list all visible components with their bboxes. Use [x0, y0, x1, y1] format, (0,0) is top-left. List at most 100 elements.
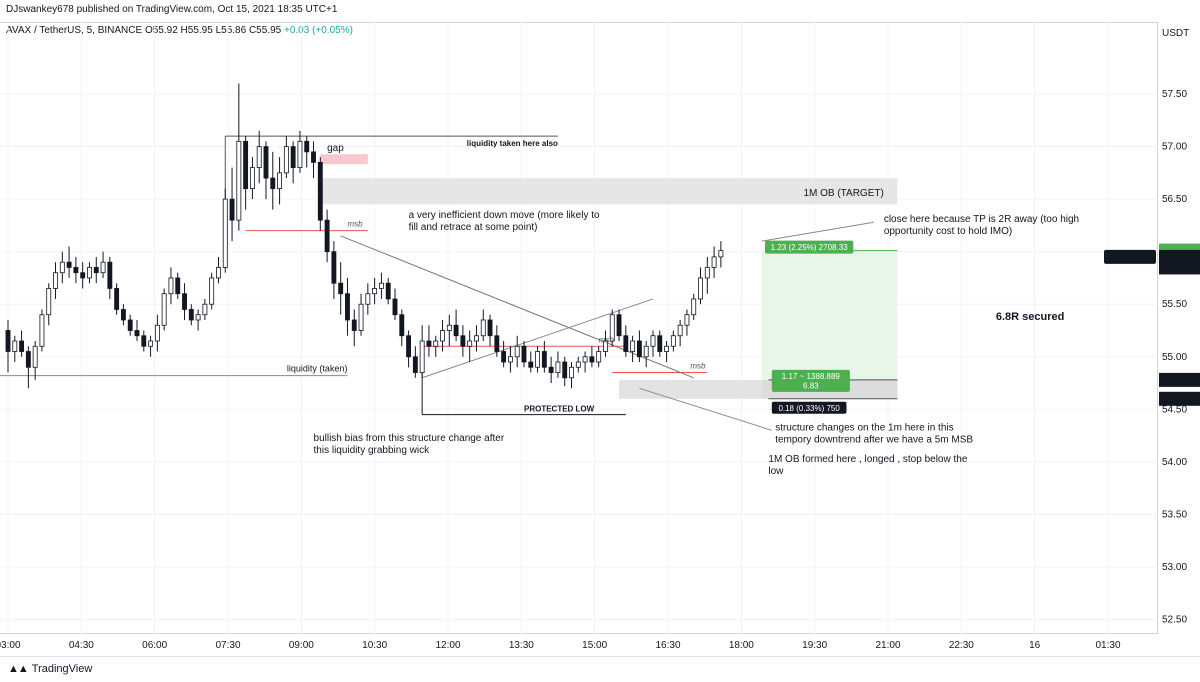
top-bar: DJswankey678 published on TradingView.co…	[0, 0, 1200, 22]
candle-body	[670, 335, 676, 347]
candle-body	[480, 319, 486, 337]
zones	[320, 154, 898, 399]
currency-label: USDT	[1162, 28, 1189, 39]
candle-body	[630, 340, 636, 352]
candle-body	[134, 330, 140, 337]
candle-body	[100, 261, 106, 274]
high-value: H55.95	[180, 25, 213, 36]
gap-zone	[320, 154, 368, 165]
candle-body	[277, 172, 283, 190]
candle-body	[311, 151, 316, 163]
candle-body	[426, 340, 432, 347]
candle-body	[148, 340, 154, 347]
candle-body	[704, 267, 710, 279]
candle-body	[698, 277, 703, 300]
x-tick-label: 19:30	[802, 640, 827, 651]
y-tick-label: 53.00	[1162, 562, 1187, 573]
axes: 52.5053.0053.5054.0054.5055.0055.5056.00…	[0, 28, 1200, 651]
candle-body	[433, 340, 439, 347]
x-tick-label: 06:00	[142, 640, 167, 651]
candle-body	[636, 340, 642, 358]
candle-body	[487, 319, 493, 337]
y-tick-label: 55.50	[1162, 299, 1187, 310]
close-note-line-2: opportunity cost to hold IMO)	[884, 226, 1012, 237]
price-tag-bg	[1159, 372, 1200, 387]
candle-body	[195, 314, 201, 321]
x-tick-label: 15:00	[582, 640, 607, 651]
entry-box-line-1: 1.17 ~ 1388.889	[782, 372, 841, 381]
candle-body	[141, 335, 147, 347]
candle-body	[25, 351, 31, 368]
y-tick-label: 57.50	[1162, 89, 1187, 100]
candle-body	[453, 324, 459, 337]
y-tick-label: 52.50	[1162, 614, 1187, 625]
candle-body	[66, 261, 72, 268]
candle-body	[684, 314, 690, 326]
candle-body	[582, 356, 588, 363]
secured-label: 6.8R secured	[996, 311, 1064, 323]
candle-body	[718, 250, 724, 258]
candle-body	[385, 282, 391, 300]
candle-body	[351, 319, 357, 331]
structure-line-2: tempory downtrend after we have a 5m MSB	[775, 434, 973, 445]
candle-body	[358, 303, 364, 331]
candle-body	[677, 324, 683, 337]
candle-body	[120, 309, 126, 321]
candlestick-chart[interactable]: liquidity taken here also gap 1M OB (TARGE…	[0, 0, 1200, 656]
candle-body	[412, 356, 418, 373]
symbol-info[interactable]: AVAX / TetherUS, 5, BINANCE	[6, 25, 143, 36]
candle-body	[59, 261, 65, 274]
tp-box-label: 1.23 (2.25%) 2708.33	[771, 243, 848, 252]
x-tick-label: 01:30	[1095, 640, 1120, 651]
candle-body	[19, 340, 25, 352]
price-tag-bg	[1159, 249, 1200, 264]
x-tick-label: 10:30	[362, 640, 387, 651]
candle-body	[188, 309, 194, 321]
candle-body	[406, 335, 412, 358]
protected-low-label: PROTECTED LOW	[524, 405, 595, 414]
symbol-info-row: AVAX / TetherUS, 5, BINANCE O55.92 H55.9…	[6, 25, 353, 36]
x-tick-label: 12:00	[435, 640, 460, 651]
x-tick-label: 22:30	[949, 640, 974, 651]
msb-left-label: msb	[347, 220, 363, 229]
candle-body	[399, 314, 405, 337]
candle-body	[243, 140, 249, 190]
msb-right-label: msb	[690, 362, 706, 371]
candle-body	[297, 140, 303, 168]
candle-body	[650, 335, 656, 347]
tradingview-logo[interactable]: ▲▲ TradingView	[8, 662, 92, 676]
candle-body	[562, 361, 568, 379]
candle-body	[507, 356, 513, 363]
candle-body	[494, 335, 500, 352]
gap-label: gap	[327, 143, 344, 154]
bias-arrow	[421, 298, 654, 379]
candle-body	[711, 256, 717, 268]
candle-body	[256, 146, 262, 168]
ob-target-label: 1M OB (TARGET)	[803, 188, 883, 199]
candle-body	[440, 330, 445, 342]
candles	[5, 83, 724, 389]
annotations: liquidity taken here also gap 1M OB (TARGE…	[287, 139, 1193, 477]
candle-body	[501, 351, 507, 363]
downtrend-line	[340, 235, 694, 379]
candle-body	[175, 277, 181, 295]
structure-line-1: structure changes on the 1m here in this	[775, 422, 953, 433]
candle-body	[270, 177, 276, 190]
msb-mid-label: msb	[599, 335, 615, 344]
tradingview-logo-icon: ▲▲	[8, 663, 29, 675]
grid	[0, 22, 1158, 634]
candle-body	[338, 282, 344, 295]
candle-body	[283, 146, 289, 174]
ob-target-zone	[320, 178, 898, 205]
candle-body	[161, 293, 167, 326]
x-tick-label: 18:00	[729, 640, 754, 651]
candle-body	[87, 267, 92, 279]
candle-body	[249, 167, 255, 190]
candle-body	[589, 356, 595, 363]
stop-box-label: 0.18 (0.33%) 750	[778, 404, 840, 413]
structure-arrow	[639, 387, 772, 431]
tp-box	[765, 240, 854, 254]
candle-body	[569, 366, 574, 379]
profit-zone	[761, 250, 898, 380]
liquidity-top-label: liquidity taken here also	[467, 139, 558, 148]
